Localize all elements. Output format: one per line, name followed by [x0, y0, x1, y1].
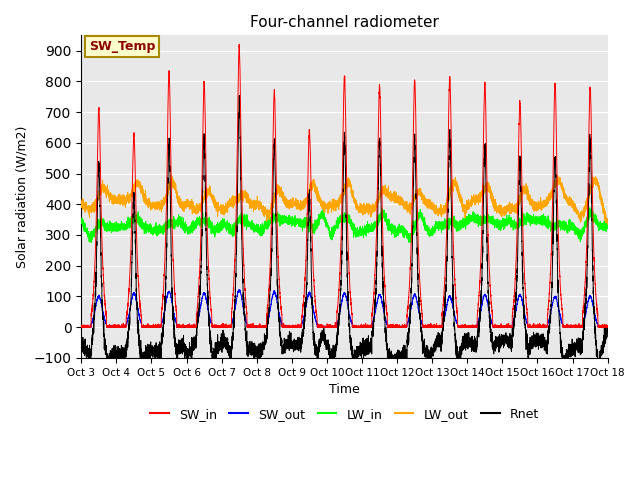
- Y-axis label: Solar radiation (W/m2): Solar radiation (W/m2): [15, 125, 28, 268]
- X-axis label: Time: Time: [329, 383, 360, 396]
- Legend: SW_in, SW_out, LW_in, LW_out, Rnet: SW_in, SW_out, LW_in, LW_out, Rnet: [145, 403, 544, 426]
- Title: Four-channel radiometer: Four-channel radiometer: [250, 15, 439, 30]
- Text: SW_Temp: SW_Temp: [89, 40, 156, 53]
